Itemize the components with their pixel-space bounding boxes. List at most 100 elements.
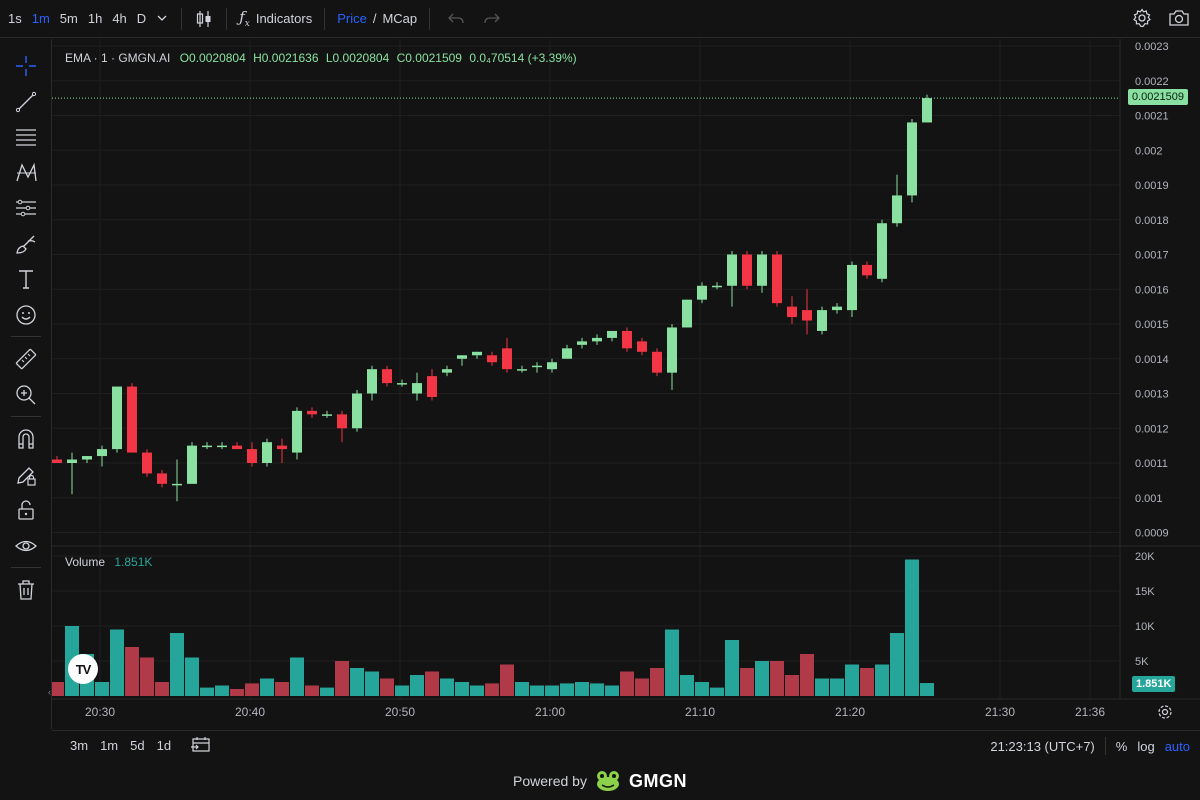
gmgn-brand[interactable]: GMGN [628, 770, 687, 791]
volume-bar [110, 629, 124, 696]
volume-bar [590, 683, 604, 696]
timeframe-1m[interactable]: 1m [31, 10, 50, 26]
legend-change: 0.0₄70514 (+3.39%) [469, 51, 577, 65]
candle-body [187, 445, 197, 484]
crosshair-tool[interactable] [8, 49, 44, 83]
tool-divider [10, 566, 41, 568]
auto-scale-button[interactable]: auto [1164, 738, 1190, 754]
magnet-icon [17, 429, 34, 449]
trend-line-tool[interactable] [8, 85, 44, 119]
toolbar-divider [226, 7, 228, 30]
volume-bar [230, 689, 244, 696]
candle-body [577, 341, 587, 345]
volume-legend: Volume 1.851K [65, 555, 152, 569]
candle-body [412, 383, 422, 394]
undo-button[interactable] [444, 0, 468, 38]
redo-button[interactable] [480, 0, 504, 38]
pattern-tool[interactable] [8, 156, 44, 190]
volume-axis-label: 10K [1135, 621, 1155, 633]
candle-body [637, 341, 647, 352]
volume-bar [125, 647, 139, 696]
go-to-date-button[interactable] [191, 735, 211, 756]
percent-scale-button[interactable]: % [1115, 738, 1128, 754]
timeframe-D[interactable]: D [136, 10, 147, 26]
volume-bar [500, 664, 514, 696]
candle-body [307, 410, 317, 415]
range-5d[interactable]: 5d [130, 738, 145, 753]
projection-icon [15, 199, 36, 217]
chart-area[interactable]: 0.0023 0.0022 0.0021 0.002 0.0019 0.0018 0.001… [48, 39, 1200, 729]
candle-body [142, 452, 152, 474]
volume-label[interactable]: Volume [65, 555, 106, 569]
magnet-tool[interactable] [8, 422, 44, 456]
volume-bar [185, 657, 199, 696]
candle-body [847, 264, 857, 311]
bottom-toolbar: 3m 1m 5d 1d 21:23:13 (UTC+7) % log auto [52, 730, 1200, 760]
time-axis-label: 20:30 [85, 705, 115, 719]
symbol-name[interactable]: EMA · 1 · GMGN.AI [65, 51, 171, 65]
mcap-option[interactable]: MCap [382, 11, 418, 26]
candle-body [712, 285, 722, 288]
indicators-button[interactable]: ƒx Indicators [235, 0, 316, 38]
price-option[interactable]: Price [337, 11, 367, 26]
time-axis-label: 21:36 [1075, 705, 1105, 719]
price-axis-label: 0.0022 [1135, 76, 1169, 88]
volume-bar [140, 657, 154, 696]
volume-bar [305, 685, 319, 696]
scroll-left-icon[interactable]: ‹ [48, 687, 51, 697]
timeframe-5m[interactable]: 5m [59, 10, 78, 26]
measure-tool[interactable] [8, 342, 44, 376]
volume-bar [920, 683, 934, 696]
pattern-icon [15, 162, 37, 181]
log-scale-button[interactable]: log [1137, 738, 1155, 754]
time-axis-label: 21:30 [985, 705, 1015, 719]
emoji-tool[interactable] [8, 298, 44, 332]
timeframe-4h[interactable]: 4h [112, 10, 127, 26]
screenshot-button[interactable] [1168, 8, 1190, 31]
brush-tool[interactable] [8, 227, 44, 261]
hide-tool[interactable] [8, 529, 44, 563]
volume-bar [875, 664, 889, 696]
volume-bar [560, 683, 574, 696]
range-3m[interactable]: 3m [70, 738, 89, 753]
remove-drawings-tool[interactable] [8, 573, 44, 607]
trend-line-icon [15, 91, 36, 112]
redo-icon [484, 13, 501, 23]
settings-button[interactable] [1132, 7, 1152, 31]
volume-bar [485, 683, 499, 696]
lock-all-tool[interactable] [8, 493, 44, 527]
last-price-tag: 0.0021509 [1128, 89, 1188, 105]
timeframe-1h[interactable]: 1h [87, 10, 103, 26]
fib-tool[interactable] [8, 120, 44, 154]
volume-bar [335, 661, 349, 696]
chart-canvas[interactable]: 0.0023 0.0022 0.0021 0.002 0.0019 0.0018 0.001… [52, 39, 1200, 729]
candle-body [367, 369, 377, 394]
current-time[interactable]: 21:23:13 (UTC+7) [990, 738, 1095, 754]
candle-body [112, 386, 122, 450]
range-1d[interactable]: 1d [156, 738, 172, 753]
prediction-tool[interactable] [8, 191, 44, 225]
volume-bar [260, 678, 274, 696]
price-axis-label: 0.0015 [1135, 319, 1169, 331]
range-1m[interactable]: 1m [100, 738, 119, 753]
volume-bar [95, 682, 109, 696]
tradingview-logo[interactable]: TV [68, 654, 98, 684]
text-icon [18, 270, 33, 289]
volume-bar [380, 678, 394, 696]
candle-body [352, 393, 362, 429]
timeframe-1s[interactable]: 1s [8, 10, 22, 26]
candle-body [667, 327, 677, 373]
price-mcap-toggle[interactable]: Price / MCap [333, 0, 421, 38]
lock-drawing-tool[interactable] [8, 458, 44, 492]
candle-body [487, 355, 497, 363]
time-axis-settings-icon[interactable] [1157, 704, 1173, 720]
zoom-tool[interactable] [8, 378, 44, 412]
time-axis-label: 20:40 [235, 705, 265, 719]
text-tool[interactable] [8, 262, 44, 296]
undo-icon [448, 13, 464, 23]
chevron-down-icon[interactable] [151, 11, 173, 26]
price-axis-label: 0.0021 [1135, 111, 1169, 123]
candle-type-button[interactable] [190, 0, 218, 38]
volume-bar [680, 675, 694, 696]
legend-open: O0.0020804 [179, 51, 246, 65]
